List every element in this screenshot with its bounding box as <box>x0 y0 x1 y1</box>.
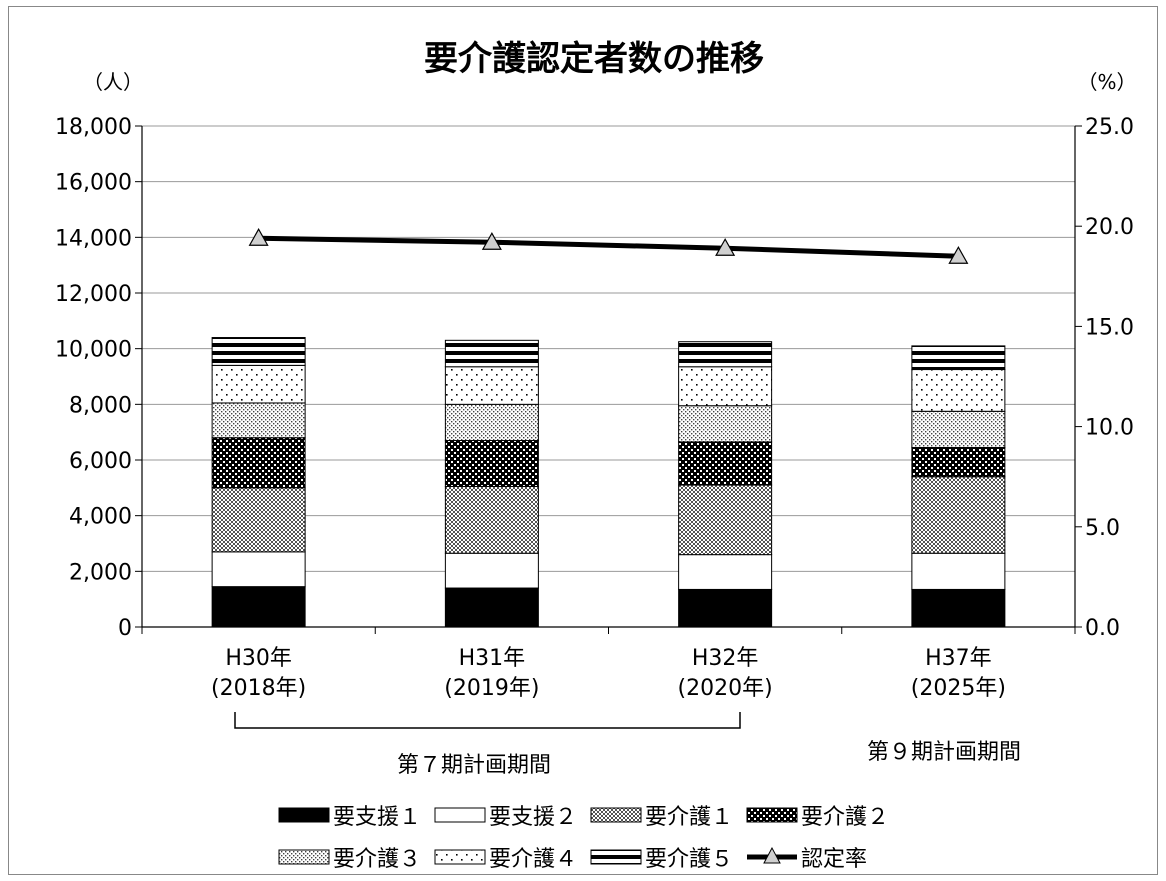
rate-marker <box>481 232 502 250</box>
period9-label: 第９期計画期間 <box>867 740 1021 765</box>
bar-segment <box>678 366 773 407</box>
y2-tick-label: 25.0 <box>1085 115 1134 140</box>
y-tick-label: 16,000 <box>55 171 132 196</box>
y2-tick-label: 20.0 <box>1085 215 1134 240</box>
bar-segment <box>678 441 773 486</box>
legend-label: 要介護１ <box>645 805 733 830</box>
bar-segment <box>911 588 1006 628</box>
legend-swatch <box>434 807 486 823</box>
legend-swatch <box>278 849 330 865</box>
legend-swatch <box>746 807 798 823</box>
legend-swatch <box>434 849 486 865</box>
bar-segment <box>211 586 306 628</box>
legend-label: 要支援１ <box>333 805 421 830</box>
bar-segment <box>444 552 539 589</box>
legend-swatch <box>590 807 642 823</box>
x-axis-label-year: H37年 <box>925 646 992 671</box>
rate-line <box>248 228 969 264</box>
chart-frame: 要介護認定者数の推移 （人） （%） 0 2,000 4,000 6,000 8,000… <box>8 6 1158 875</box>
bar-segment <box>911 369 1006 412</box>
rate-marker <box>248 228 269 246</box>
bar-segment <box>911 410 1006 448</box>
x-axis-labels: H30年 (2018年) H31年 (2019年) H32年 (2020年) H37年 (20… <box>211 646 1006 701</box>
chart-title: 要介護認定者数の推移 <box>424 39 764 79</box>
chart-svg: 要介護認定者数の推移 （人） （%） 0 2,000 4,000 6,000 8,000… <box>55 39 1136 872</box>
bar-segment <box>444 366 539 405</box>
y-tick-label: 12,000 <box>55 282 132 307</box>
period7-bracket <box>234 712 741 729</box>
y2-tick-label: 0.0 <box>1085 616 1120 641</box>
bar-segment <box>444 587 539 628</box>
bar-segment <box>911 552 1006 590</box>
bar-segment <box>911 446 1006 478</box>
legend-label: 要介護４ <box>489 847 577 872</box>
legend-swatch <box>278 807 330 823</box>
bar-segment <box>911 345 1006 371</box>
bar-segment <box>444 339 539 368</box>
bar-segment <box>678 484 773 556</box>
bar-segment <box>211 487 306 553</box>
bar-segment <box>211 402 306 439</box>
y2-tick-label: 5.0 <box>1085 516 1120 541</box>
legend: 要支援１ 要支援２ 要介護１ 要介護２ 要介護３ 要介護４ 要介護５ 認定率 <box>278 805 889 872</box>
bar-segment <box>678 341 773 368</box>
y-axis-right-ticks: 0.0 5.0 10.0 15.0 20.0 25.0 <box>1075 115 1134 641</box>
y-tick-label: 14,000 <box>55 226 132 251</box>
bar-segment <box>211 364 306 404</box>
bar-segment <box>678 554 773 590</box>
y2-tick-label: 10.0 <box>1085 416 1134 441</box>
rate-line-path <box>258 235 959 259</box>
y-axis-unit-right-label: （%） <box>1077 70 1136 94</box>
x-axis-label-western: (2025年) <box>911 676 1006 701</box>
bar-segment <box>444 440 539 487</box>
bar-segment <box>444 485 539 554</box>
bar-segment <box>211 437 306 489</box>
bar-segment <box>678 405 773 443</box>
bar-segment <box>911 476 1006 554</box>
x-axis-label-western: (2019年) <box>444 676 539 701</box>
legend-marker <box>763 846 781 864</box>
bar-segment <box>444 403 539 442</box>
y-tick-label: 8,000 <box>69 393 132 418</box>
period7-label: 第７期計画期間 <box>397 753 551 778</box>
y-tick-label: 6,000 <box>69 449 132 474</box>
legend-swatch <box>590 849 642 865</box>
legend-label: 要支援２ <box>489 805 577 830</box>
rate-marker <box>715 238 736 256</box>
rate-marker <box>948 246 969 264</box>
x-axis-label-year: H31年 <box>459 646 526 671</box>
x-axis-label-year: H32年 <box>692 646 759 671</box>
y-axis-left-ticks: 0 2,000 4,000 6,000 8,000 10,000 12,000 14,000 1… <box>55 115 142 641</box>
y-tick-label: 2,000 <box>69 560 132 585</box>
y2-tick-label: 15.0 <box>1085 315 1134 340</box>
stacked-bars <box>211 337 1006 628</box>
legend-label: 要介護３ <box>333 847 421 872</box>
bar-segment <box>211 551 306 588</box>
legend-label: 要介護５ <box>645 847 733 872</box>
y-tick-label: 0 <box>118 616 132 641</box>
y-tick-label: 10,000 <box>55 338 132 363</box>
bar-segment <box>678 588 773 628</box>
x-axis-label-western: (2020年) <box>678 676 773 701</box>
bar-segment <box>211 337 306 366</box>
legend-label: 認定率 <box>801 847 867 872</box>
y-tick-label: 4,000 <box>69 505 132 530</box>
legend-label: 要介護２ <box>801 805 889 830</box>
y-tick-label: 18,000 <box>55 115 132 140</box>
x-axis-label-western: (2018年) <box>211 676 306 701</box>
y-axis-unit-left: （人） <box>83 70 143 94</box>
x-axis-label-year: H30年 <box>225 646 292 671</box>
